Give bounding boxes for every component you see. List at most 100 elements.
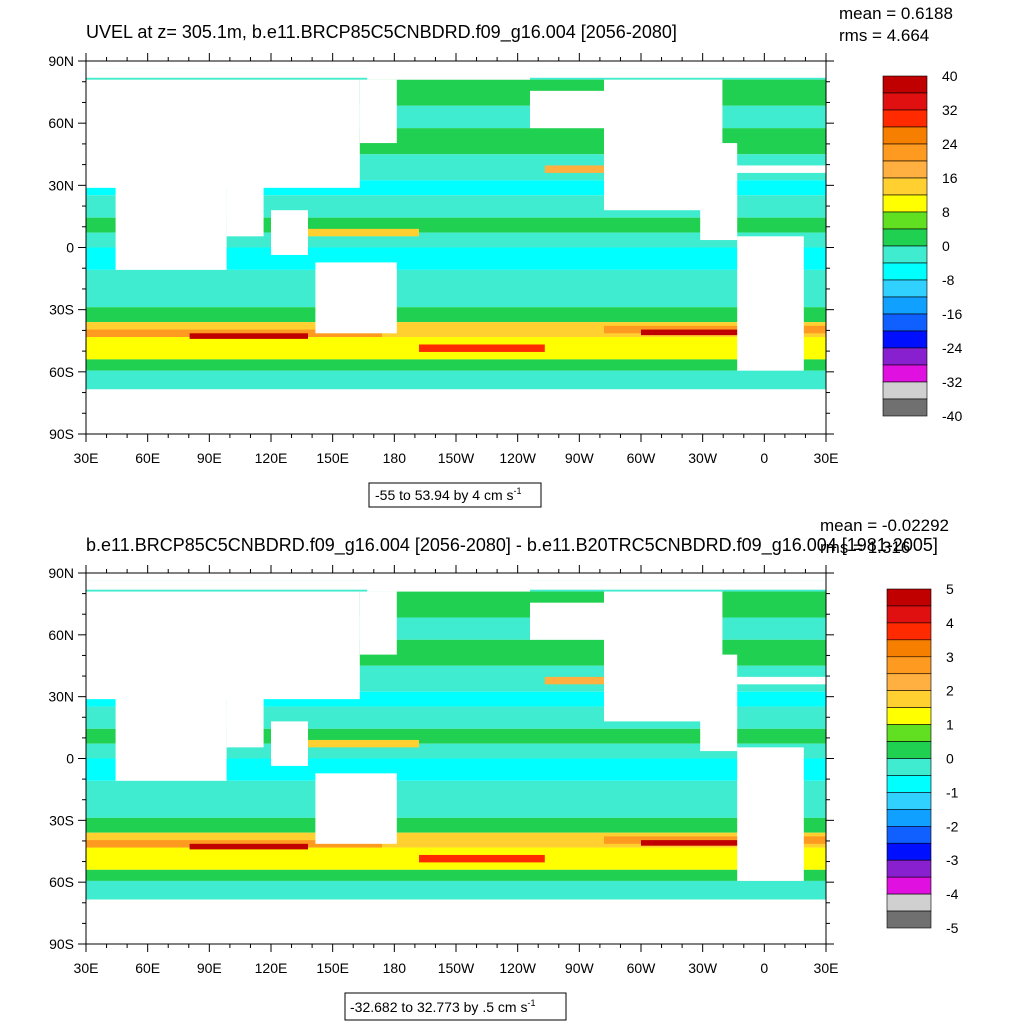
land-mask (359, 79, 397, 144)
y-tick-label: 60S (49, 874, 74, 890)
land-mask (700, 654, 738, 752)
ocean-field-band (86, 370, 826, 390)
colorbar-swatch (882, 398, 928, 417)
y-tick-label: 60N (48, 627, 74, 643)
colorbar-swatch (882, 194, 928, 213)
land-mask (226, 684, 264, 748)
x-tick-label: 60E (135, 960, 160, 976)
current-streak (285, 739, 419, 748)
colorbar: 5 4 3 2 1 0 -1 -2 -3 -4 -5 (886, 581, 959, 936)
colorbar-swatch (886, 792, 932, 810)
land-mask (722, 165, 826, 173)
contour-info-box: -55 to 53.94 by 4 cm s-1 (368, 482, 542, 508)
land-mask (86, 79, 360, 188)
land-mask (737, 236, 804, 371)
land-mask (271, 210, 308, 255)
x-tick-label: 120E (255, 450, 288, 466)
colorbar-swatch (886, 724, 932, 742)
colorbar-swatch (882, 177, 928, 196)
colorbar-label: 24 (942, 136, 958, 152)
y-tick-label: 30N (48, 177, 74, 193)
y-tick-label: 30S (49, 302, 74, 318)
colorbar-label: 16 (942, 170, 958, 186)
colorbar-swatch (882, 160, 928, 179)
x-tick-label: 30E (74, 960, 99, 976)
rms-stat: rms = 4.664 (839, 26, 929, 45)
colorbar-swatch (886, 825, 932, 844)
y-tick-label: 30S (49, 812, 74, 828)
x-tick-label: 150E (316, 960, 349, 976)
x-tick-label: 180 (383, 960, 407, 976)
current-streak (189, 333, 308, 339)
colorbar-label: 2 (946, 683, 954, 699)
colorbar-label: 4 (946, 615, 954, 631)
x-tick-label: 30W (688, 450, 718, 466)
contour-info: -32.682 to 32.773 by .5 cm s-1 (350, 998, 535, 1015)
colorbar-swatch (886, 707, 932, 725)
colorbar-swatch (882, 211, 928, 230)
land-mask (737, 747, 804, 881)
land-mask (315, 262, 397, 334)
x-tick-label: 0 (760, 450, 768, 466)
colorbar-label: 1 (946, 717, 954, 733)
map-area (85, 60, 827, 435)
colorbar-swatch (882, 126, 928, 145)
colorbar-swatch (882, 92, 928, 111)
colorbar-label: -16 (942, 306, 962, 322)
x-tick-label: 120E (255, 960, 288, 976)
land-mask (86, 914, 826, 944)
colorbar-label: -40 (942, 408, 962, 424)
current-streak (86, 840, 382, 848)
x-tick-label: 30W (688, 960, 718, 976)
x-tick-label: 60W (627, 450, 657, 466)
colorbar-swatch (882, 262, 928, 281)
colorbar-label: 5 (946, 581, 954, 597)
colorbar-swatch (882, 381, 928, 400)
colorbar-swatch (882, 143, 928, 162)
colorbar-swatch (886, 690, 932, 708)
x-tick-label: 30E (74, 450, 99, 466)
colorbar-swatch (886, 673, 932, 692)
y-tick-label: 60S (49, 364, 74, 380)
land-mask (367, 573, 530, 592)
colorbar-swatch (886, 605, 932, 624)
x-tick-label: 90W (565, 960, 595, 976)
contour-info: -55 to 53.94 by 4 cm s-1 (375, 486, 522, 503)
colorbar-label: 0 (942, 238, 950, 254)
ocean-field-band (86, 869, 826, 881)
x-tick-label: 60E (135, 450, 160, 466)
land-mask (530, 90, 604, 129)
colorbar-swatch (886, 656, 932, 675)
land-mask (722, 676, 826, 685)
y-tick-label: 60N (48, 115, 74, 131)
colorbar: 40 32 24 16 8 0 -8 -16 -24 -32 -40 (882, 68, 962, 424)
current-streak (419, 344, 545, 352)
y-tick-label: 90N (48, 565, 74, 581)
colorbar-label: 32 (942, 102, 958, 118)
y-tick-label: 90S (49, 426, 74, 442)
x-axis: 30E 60E 90E 120E 150E 180 150W 120W 90W 60W 30W 0 30… (74, 53, 838, 466)
current-streak (189, 843, 308, 850)
x-tick-label: 60W (627, 960, 657, 976)
colorbar-label: -24 (942, 340, 962, 356)
x-tick-label: 90E (197, 960, 222, 976)
current-streak (641, 840, 797, 846)
map-area (85, 572, 827, 945)
current-streak (544, 165, 604, 173)
ocean-field-band (86, 359, 826, 371)
ocean-field-band (86, 880, 826, 900)
contour-info-box: -32.682 to 32.773 by .5 cm s-1 (344, 992, 567, 1021)
current-streak (544, 676, 604, 685)
colorbar-swatch (882, 330, 928, 349)
land-mask (359, 591, 397, 655)
current-streak (641, 329, 797, 336)
panel-title: UVEL at z= 305.1m, b.e11.BRCP85C5CNBDRD.… (86, 22, 677, 43)
ocean-field-band (86, 817, 826, 833)
y-tick-label: 90S (49, 936, 74, 952)
colorbar-swatch (882, 75, 928, 94)
colorbar-label: 3 (946, 649, 954, 665)
current-streak (86, 329, 382, 338)
colorbar-label: 40 (942, 68, 958, 84)
y-axis: 90N 60N 30N 0 30S 60S 90S (48, 53, 834, 442)
